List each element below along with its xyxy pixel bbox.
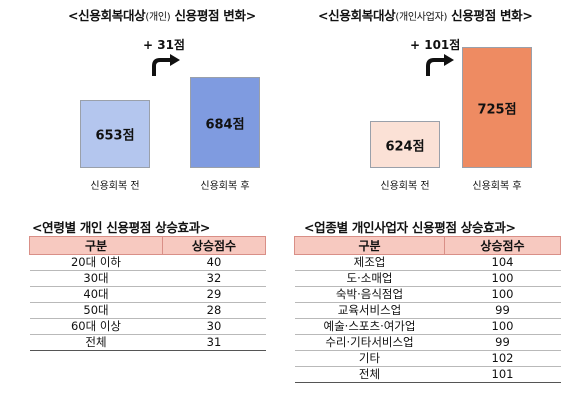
table-row: 도·소매업 100 <box>294 270 561 287</box>
table-row: 예술·스포츠·여가업 100 <box>294 318 561 335</box>
row-label: 교육서비스업 <box>294 302 445 319</box>
table-row: 30대 32 <box>29 270 266 287</box>
chart-title-end: 신용평점 변화> <box>447 8 533 23</box>
row-label: 50대 <box>29 302 163 319</box>
chart-title-sub: (개인) <box>145 12 171 23</box>
chart-title-individual: <신용회복대상(개인) 신용평점 변화> <box>68 5 256 24</box>
row-value: 104 <box>444 254 561 271</box>
table-title-age: <연령별 개인 신용평점 상승효과> <box>32 220 211 235</box>
row-label: 30대 <box>29 270 163 287</box>
bar-after: 725점 <box>462 47 532 168</box>
table-row: 숙박·음식점업 100 <box>294 286 561 303</box>
category-label: 신용회복 전 <box>380 181 430 192</box>
row-label: 수리·기타서비스업 <box>294 334 445 351</box>
table-row: 20대 이하 40 <box>29 254 266 271</box>
column-header: 구분 <box>294 236 445 255</box>
row-value: 28 <box>162 302 266 319</box>
row-value: 100 <box>444 286 561 303</box>
chart-title-end: 신용평점 변화> <box>170 8 256 23</box>
table-row: 50대 28 <box>29 302 266 319</box>
table-row: 수리·기타서비스업 99 <box>294 334 561 351</box>
table-row: 전체 101 <box>294 366 561 383</box>
row-label: 도·소매업 <box>294 270 445 287</box>
table-row: 40대 29 <box>29 286 266 303</box>
chart-title-sub: (개인사업자) <box>395 12 448 23</box>
row-value: 31 <box>162 334 266 351</box>
column-header: 구분 <box>29 236 163 255</box>
curved-arrow-icon <box>150 54 184 78</box>
table-row: 교육서비스업 99 <box>294 302 561 319</box>
row-value: 100 <box>444 270 561 287</box>
bar-before: 624점 <box>370 121 440 168</box>
row-value: 32 <box>162 270 266 287</box>
category-label: 신용회복 후 <box>472 181 522 192</box>
bar-value-label: 624점 <box>385 139 425 154</box>
delta-label: + 31점 <box>143 38 185 52</box>
table-row: 60대 이상 30 <box>29 318 266 335</box>
table-row: 제조업 104 <box>294 254 561 271</box>
curved-arrow-icon <box>424 54 458 78</box>
row-value: 29 <box>162 286 266 303</box>
category-label: 신용회복 후 <box>200 181 250 192</box>
row-value: 101 <box>444 366 561 383</box>
row-value: 30 <box>162 318 266 335</box>
delta-label: + 101점 <box>410 38 461 52</box>
row-label: 전체 <box>29 334 163 351</box>
table-row: 기타 102 <box>294 350 561 367</box>
row-label: 60대 이상 <box>29 318 163 335</box>
bar-before: 653점 <box>80 100 150 168</box>
industry-table: 구분 상승점수 제조업 104 도·소매업 100 숙박·음식점업 100 교육서비스업 99… <box>294 236 561 383</box>
category-label: 신용회복 전 <box>90 181 140 192</box>
row-value: 40 <box>162 254 266 271</box>
table-row: 전체 31 <box>29 334 266 351</box>
row-value: 99 <box>444 302 561 319</box>
bar-value-label: 684점 <box>205 117 245 132</box>
row-label: 기타 <box>294 350 445 367</box>
row-label: 예술·스포츠·여가업 <box>294 318 445 335</box>
row-label: 제조업 <box>294 254 445 271</box>
bar-after: 684점 <box>190 77 260 168</box>
bar-value-label: 653점 <box>95 128 135 144</box>
row-label: 숙박·음식점업 <box>294 286 445 303</box>
row-label: 40대 <box>29 286 163 303</box>
bar-value-label: 725점 <box>477 102 517 117</box>
age-table: 구분 상승점수 20대 이하 40 30대 32 40대 29 50대 28 60대 이상 30 전… <box>29 236 266 351</box>
chart-title-business: <신용회복대상(개인사업자) 신용평점 변화> <box>318 5 533 24</box>
row-label: 20대 이하 <box>29 254 163 271</box>
chart-title-main: <신용회복대상 <box>68 8 146 23</box>
chart-title-main: <신용회복대상 <box>318 8 396 23</box>
column-header: 상승점수 <box>162 236 266 255</box>
row-value: 100 <box>444 318 561 335</box>
row-label: 전체 <box>294 366 445 383</box>
row-value: 99 <box>444 334 561 351</box>
row-value: 102 <box>444 350 561 367</box>
column-header: 상승점수 <box>444 236 561 255</box>
table-title-industry: <업종별 개인사업자 신용평점 상승효과> <box>304 220 516 235</box>
